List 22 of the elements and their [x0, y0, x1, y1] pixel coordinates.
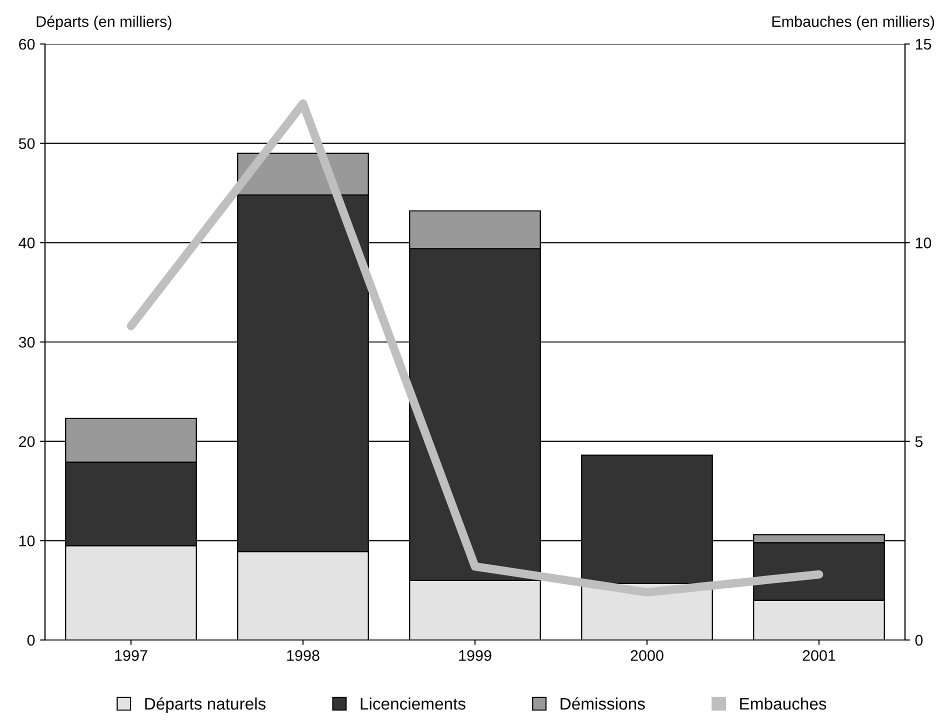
y-tick-label: 40 — [18, 238, 35, 248]
x-tick-label: 2001 — [802, 650, 836, 661]
x-tick-label: 1999 — [459, 650, 492, 661]
x-tick-label: 1997 — [115, 650, 148, 661]
x-tick-label: 1998 — [287, 650, 320, 661]
x-tick-label: 2000 — [630, 650, 664, 661]
y2-tick-label: 5 — [915, 436, 923, 448]
y-tick-label: 10 — [19, 536, 35, 546]
y2-tick-label: 0 — [915, 634, 923, 646]
y-axis-title: Départs (en milliers) — [36, 16, 172, 30]
y-tick-label: 0 — [27, 634, 35, 646]
legend-label: Départs naturels — [145, 697, 266, 713]
y-tick-label: 60 — [19, 38, 35, 50]
y2-tick-label: 15 — [916, 39, 932, 50]
legend-label: Démissions — [560, 697, 645, 710]
legend-label: Licenciements — [360, 697, 466, 710]
y2-axis-title: Embauches (en milliers) — [772, 16, 934, 30]
y-tick-label: 20 — [19, 436, 35, 448]
y2-tick-label: 10 — [916, 238, 932, 248]
y-tick-label: 30 — [18, 336, 35, 348]
y-tick-label: 50 — [18, 138, 35, 150]
legend-label: Embauches — [740, 697, 826, 710]
